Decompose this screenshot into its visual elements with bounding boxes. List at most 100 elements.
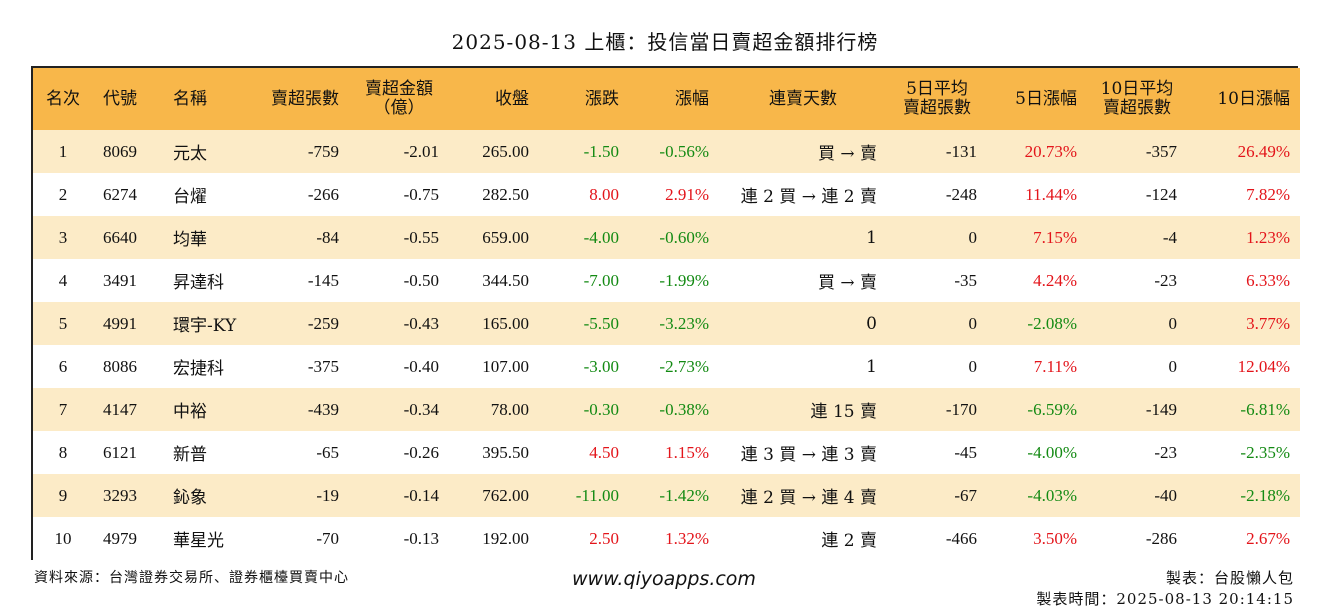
cell-sell-amount: -0.26	[403, 442, 439, 462]
cell-pct10: -6.81%	[1240, 399, 1290, 419]
cell-pct5: 7.11%	[1033, 356, 1077, 376]
header-sell-shares: 賣超張數	[271, 88, 339, 109]
cell-name: 台燿	[173, 187, 207, 207]
cell-sell-amount: -0.14	[403, 485, 439, 505]
cell-change-pct: 1.15%	[665, 442, 709, 462]
cell-sell-shares: -65	[316, 442, 339, 462]
cell-avg5: -67	[954, 485, 977, 505]
cell-streak: 1	[866, 356, 877, 377]
cell-sell-shares: -84	[316, 227, 339, 247]
cell-sell-shares: -375	[307, 356, 339, 376]
cell-sell-shares: -19	[316, 485, 339, 505]
cell-avg5: -170	[945, 399, 977, 419]
cell-close: 344.50	[482, 270, 529, 290]
table-row: 7 4147 中裕 -439 -0.34 78.00 -0.30 -0.38% 連 15 賣 -1…	[33, 388, 1300, 431]
cell-name: 環宇-KY	[173, 316, 237, 336]
cell-rank: 8	[58, 442, 68, 462]
cell-avg5: 0	[968, 356, 978, 376]
made-time: 製表時間：2025-08-13 20:14:15	[1036, 590, 1294, 608]
cell-code: 6640	[103, 227, 137, 247]
cell-sell-shares: -759	[307, 141, 339, 161]
cell-change-pct: -0.60%	[659, 227, 709, 247]
website-link[interactable]: www.qiyoapps.com	[572, 568, 756, 590]
cell-change-pct: -0.38%	[659, 399, 709, 419]
cell-avg5: -466	[945, 528, 977, 548]
cell-change: -1.50	[583, 141, 619, 161]
header-rank: 名次	[46, 88, 80, 109]
cell-streak: 連 2 買 → 連 2 賣	[740, 187, 877, 207]
cell-code: 4979	[103, 528, 137, 548]
cell-code: 6121	[103, 442, 137, 462]
cell-change: 2.50	[589, 528, 619, 548]
cell-avg10: -40	[1154, 485, 1177, 505]
cell-pct5: -4.03%	[1027, 485, 1077, 505]
cell-change-pct: -0.56%	[659, 141, 709, 161]
header-pct5: 5日漲幅	[1015, 88, 1077, 109]
table-row: 2 6274 台燿 -266 -0.75 282.50 8.00 2.91% 連 2 買 → 連…	[33, 173, 1300, 216]
header-avg5-line2: 賣超張數	[903, 98, 971, 118]
cell-streak: 1	[866, 227, 877, 248]
cell-streak: 連 2 賣	[821, 531, 877, 551]
table-row: 8 6121 新普 -65 -0.26 395.50 4.50 1.15% 連 3 買 → 連 …	[33, 431, 1300, 474]
cell-avg10: -4	[1162, 227, 1177, 247]
cell-streak: 連 3 買 → 連 3 賣	[740, 445, 877, 465]
cell-sell-amount: -0.55	[403, 227, 439, 247]
cell-name: 鈊象	[173, 488, 207, 508]
cell-rank: 7	[58, 399, 68, 419]
cell-avg10: -23	[1154, 270, 1177, 290]
cell-avg5: -248	[945, 184, 977, 204]
cell-close: 762.00	[482, 485, 529, 505]
cell-change: -7.00	[583, 270, 619, 290]
cell-pct10: 12.04%	[1237, 356, 1290, 376]
header-avg5-line1: 5日平均	[906, 79, 968, 99]
cell-code: 4147	[103, 399, 137, 419]
cell-avg10: -286	[1145, 528, 1177, 548]
cell-avg10: -124	[1145, 184, 1177, 204]
table-row: 4 3491 昇達科 -145 -0.50 344.50 -7.00 -1.99% 買 → 賣 -…	[33, 259, 1300, 302]
header-sell-amount-line1: 賣超金額	[365, 79, 433, 99]
cell-rank: 9	[58, 485, 68, 505]
cell-pct10: -2.35%	[1240, 442, 1290, 462]
cell-rank: 2	[58, 184, 68, 204]
cell-name: 宏捷科	[173, 359, 224, 379]
cell-pct10: 3.77%	[1246, 313, 1290, 333]
page-title: 2025-08-13 上櫃：投信當日賣超金額排行榜	[451, 30, 879, 54]
header-avg10-line2: 賣超張數	[1103, 98, 1171, 118]
cell-rank: 10	[54, 528, 72, 548]
header-avg5: 5日平均 賣超張數	[887, 68, 987, 130]
cell-avg5: 0	[968, 313, 978, 333]
header-change-pct: 漲幅	[675, 88, 709, 109]
ranking-table: 名次 代號 名稱 賣超張數 賣超金額 （億） 收盤 漲跌 漲幅 連賣天數 5日平…	[31, 66, 1300, 560]
cell-pct10: 26.49%	[1237, 141, 1290, 161]
cell-change: -3.00	[583, 356, 619, 376]
cell-code: 4991	[103, 313, 137, 333]
cell-pct10: 1.23%	[1246, 227, 1290, 247]
cell-pct10: 2.67%	[1246, 528, 1290, 548]
cell-sell-amount: -0.40	[403, 356, 439, 376]
cell-sell-shares: -439	[307, 399, 339, 419]
header-change: 漲跌	[585, 88, 619, 109]
header-pct10: 10日漲幅	[1217, 88, 1290, 109]
cell-avg10: 0	[1168, 356, 1178, 376]
cell-change-pct: -1.42%	[659, 485, 709, 505]
cell-pct5: 3.50%	[1033, 528, 1077, 548]
cell-change: -0.30	[583, 399, 619, 419]
cell-streak: 買 → 賣	[817, 144, 877, 164]
header-name: 名稱	[173, 88, 207, 109]
cell-sell-shares: -145	[307, 270, 339, 290]
cell-change-pct: -2.73%	[659, 356, 709, 376]
header-sell-amount: 賣超金額 （億）	[349, 68, 449, 130]
cell-change: 4.50	[589, 442, 619, 462]
header-avg10: 10日平均 賣超張數	[1087, 68, 1187, 130]
table-row: 9 3293 鈊象 -19 -0.14 762.00 -11.00 -1.42% 連 2 買 →…	[33, 474, 1300, 517]
table-header-row: 名次 代號 名稱 賣超張數 賣超金額 （億） 收盤 漲跌 漲幅 連賣天數 5日平…	[33, 68, 1300, 130]
cell-code: 8069	[103, 141, 137, 161]
cell-avg5: -131	[945, 141, 977, 161]
cell-pct5: 4.24%	[1033, 270, 1077, 290]
cell-code: 6274	[103, 184, 137, 204]
cell-streak: 連 2 買 → 連 4 賣	[740, 488, 877, 508]
cell-avg5: -45	[954, 442, 977, 462]
header-code: 代號	[103, 88, 137, 109]
cell-name: 昇達科	[173, 273, 224, 293]
cell-change-pct: -3.23%	[659, 313, 709, 333]
